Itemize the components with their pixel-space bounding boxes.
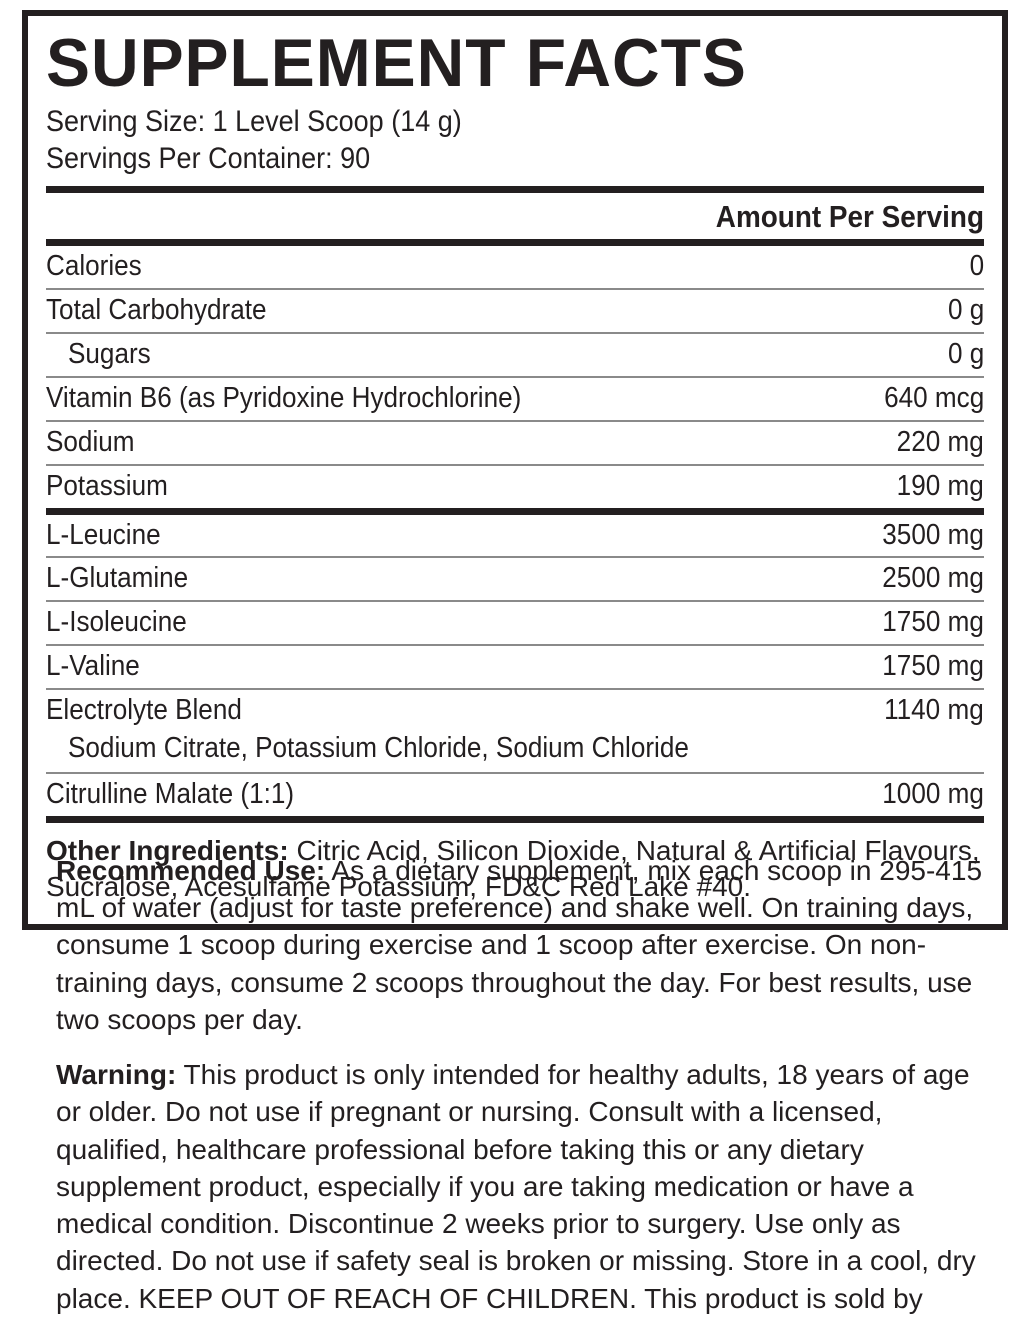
- rule-amino-section: [46, 507, 984, 515]
- nutrient-amount: 640 mcg: [883, 381, 984, 414]
- table-row-sodium: Sodium 220 mg: [46, 422, 984, 464]
- nutrient-amount: 0 g: [947, 338, 984, 370]
- row-divider: [46, 772, 984, 775]
- supplement-facts-panel: SUPPLEMENT FACTS Serving Size: 1 Level S…: [22, 10, 1008, 930]
- recommended-use-text: As a dietary supplement, mix each scoop …: [56, 855, 983, 1035]
- table-row-calories: Calories 0: [46, 246, 984, 288]
- serving-size-line: Serving Size: 1 Level Scoop (14 g): [46, 103, 984, 141]
- nutrient-name: L-Valine: [46, 651, 140, 683]
- nutrient-amount: 3500 mg: [882, 518, 984, 551]
- table-row-citrulline-malate: Citrulline Malate (1:1) 1000 mg: [46, 774, 984, 816]
- nutrient-amount: 1000 mg: [882, 778, 984, 811]
- row-divider: [46, 556, 984, 559]
- warning-text: This product is only intended for health…: [56, 1059, 976, 1314]
- label-notices: Recommended Use: As a dietary supplement…: [56, 852, 996, 1318]
- row-divider: [46, 375, 984, 378]
- table-row-l-isoleucine: L-Isoleucine 1750 mg: [46, 602, 984, 644]
- nutrient-amount: 1750 mg: [882, 606, 984, 639]
- serving-size-text: Serving Size: 1 Level Scoop (14 g): [46, 104, 462, 138]
- table-row-l-glutamine: L-Glutamine 2500 mg: [46, 558, 984, 600]
- nutrient-name: Calories: [46, 251, 142, 283]
- other-ingredients: Other Ingredients: Citric Acid, Silicon …: [46, 823, 984, 910]
- table-row-vitamin-b6: Vitamin B6 (as Pyridoxine Hydrochlorine)…: [46, 378, 984, 420]
- warning-label: Warning:: [56, 1059, 177, 1091]
- row-divider: [46, 419, 984, 422]
- rule-below-amount-header: [46, 239, 984, 247]
- row-divider: [46, 288, 984, 291]
- nutrient-amount: 1750 mg: [882, 650, 984, 683]
- row-divider: [46, 688, 984, 691]
- warning-paragraph: Warning: This product is only intended f…: [56, 1056, 996, 1318]
- panel-title-text: SUPPLEMENT FACTS: [46, 25, 747, 101]
- nutrient-name: Sugars: [68, 339, 151, 370]
- row-divider: [46, 644, 984, 647]
- panel-title: SUPPLEMENT FACTS: [46, 25, 984, 101]
- nutrient-amount: 220 mg: [896, 425, 984, 458]
- other-ingredients-text: Citric Acid, Silicon Dioxide, Natural & …: [46, 834, 980, 903]
- amount-per-serving-text: Amount Per Serving: [715, 199, 984, 235]
- table-row-total-carbohydrate: Total Carbohydrate 0 g: [46, 290, 984, 332]
- servings-per-container-text: Servings Per Container: 90: [46, 142, 371, 176]
- table-row-l-leucine: L-Leucine 3500 mg: [46, 515, 984, 557]
- nutrient-name: L-Leucine: [46, 519, 161, 551]
- nutrient-name: Vitamin B6 (as Pyridoxine Hydrochlorine): [46, 382, 522, 414]
- nutrient-amount: 190 mg: [896, 469, 984, 502]
- nutrient-name: Potassium: [46, 470, 168, 502]
- other-ingredients-label: Other Ingredients:: [46, 834, 289, 866]
- nutrient-name: Sodium: [46, 426, 135, 458]
- table-row-electrolyte-blend: Electrolyte Blend 1140 mg: [46, 690, 984, 732]
- nutrient-name: L-Isoleucine: [46, 607, 187, 639]
- row-divider: [46, 463, 984, 466]
- row-divider: [46, 600, 984, 603]
- nutrient-name: L-Glutamine: [46, 563, 189, 595]
- rule-above-other-ingredients: [46, 815, 984, 823]
- nutrient-amount: 0 g: [947, 294, 984, 327]
- nutrient-name: Electrolyte Blend: [46, 695, 242, 727]
- electrolyte-sub-ingredients: Sodium Citrate, Potassium Chloride, Sodi…: [68, 732, 689, 765]
- rule-above-amount-header: [46, 186, 984, 194]
- table-row-l-valine: L-Valine 1750 mg: [46, 646, 984, 688]
- amount-per-serving-header: Amount Per Serving: [46, 193, 984, 239]
- table-row-sugars: Sugars 0 g: [46, 334, 984, 376]
- row-divider: [46, 332, 984, 334]
- recommended-use-label: Recommended Use:: [56, 855, 326, 886]
- nutrient-name: Citrulline Malate (1:1): [46, 779, 295, 811]
- nutrient-amount: 0: [969, 250, 984, 283]
- nutrient-amount: 2500 mg: [882, 562, 984, 595]
- recommended-use-paragraph: Recommended Use: As a dietary supplement…: [56, 852, 996, 1038]
- table-row-potassium: Potassium 190 mg: [46, 466, 984, 508]
- nutrient-amount: 1140 mg: [884, 694, 984, 727]
- nutrient-name: Total Carbohydrate: [46, 295, 267, 327]
- servings-per-container-line: Servings Per Container: 90: [46, 140, 984, 178]
